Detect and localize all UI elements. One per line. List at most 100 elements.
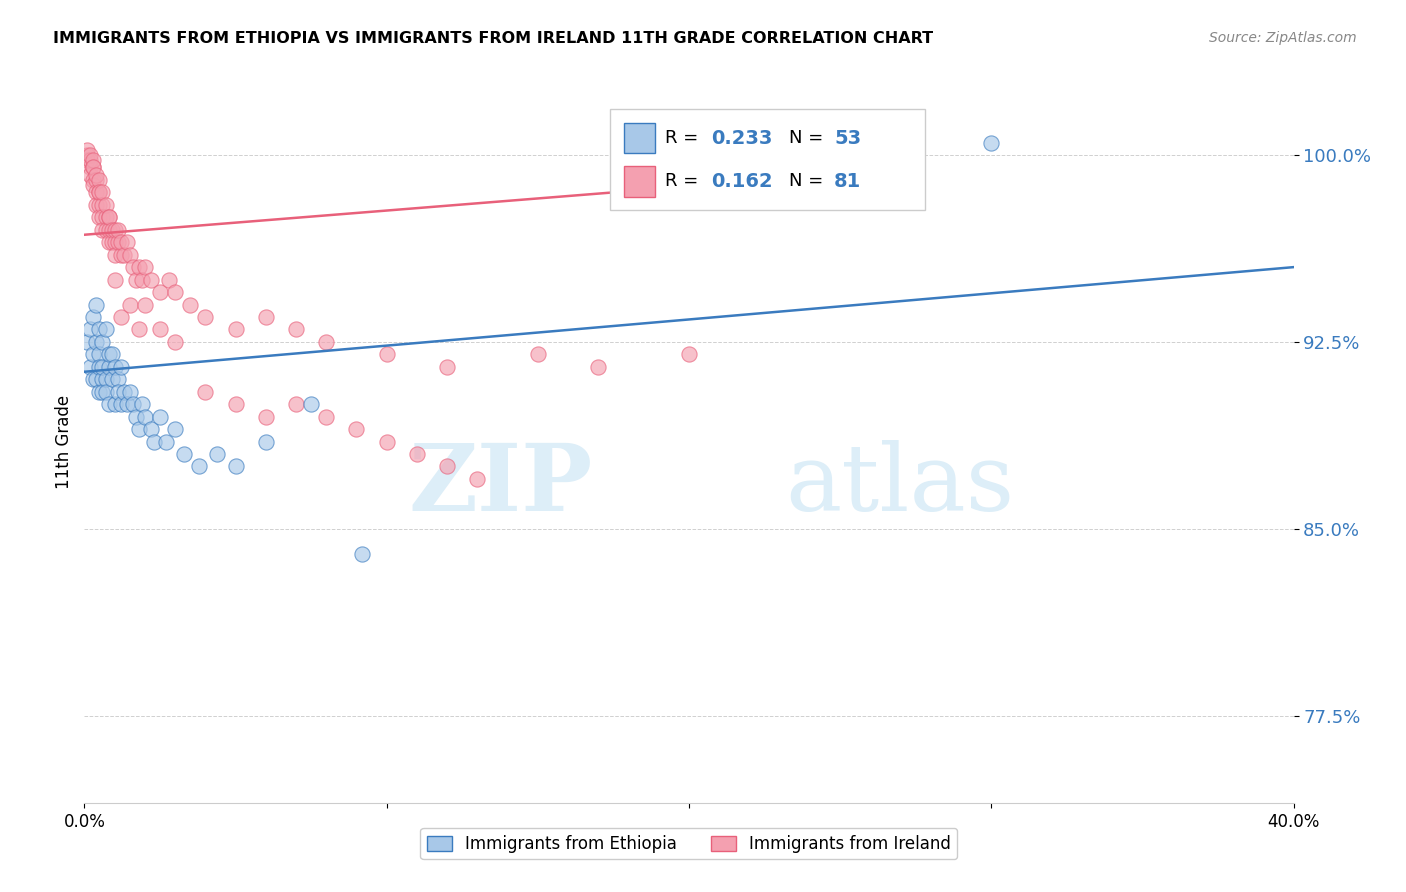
Point xyxy=(406,447,429,461)
Point xyxy=(352,547,374,561)
Point xyxy=(157,272,180,286)
Point xyxy=(89,186,111,200)
Point xyxy=(110,248,132,262)
Point xyxy=(225,459,247,474)
Point xyxy=(79,168,101,182)
Text: IMMIGRANTS FROM ETHIOPIA VS IMMIGRANTS FROM IRELAND 11TH GRADE CORRELATION CHART: IMMIGRANTS FROM ETHIOPIA VS IMMIGRANTS F… xyxy=(53,31,934,46)
FancyBboxPatch shape xyxy=(624,166,655,196)
Point xyxy=(315,334,337,349)
Point xyxy=(82,153,104,167)
Point xyxy=(207,447,229,461)
Point xyxy=(89,211,111,225)
Point xyxy=(86,173,108,187)
Y-axis label: 11th Grade: 11th Grade xyxy=(55,394,73,489)
Point xyxy=(107,223,129,237)
Point xyxy=(299,397,322,411)
Point xyxy=(121,397,143,411)
Point xyxy=(104,359,127,374)
Point xyxy=(194,310,217,324)
Text: N =: N = xyxy=(789,172,830,190)
Point xyxy=(890,136,912,150)
Point xyxy=(375,434,398,449)
Point xyxy=(97,223,120,237)
Text: ZIP: ZIP xyxy=(408,440,592,530)
Point xyxy=(194,384,217,399)
Point xyxy=(115,235,138,250)
Point xyxy=(86,186,108,200)
Text: R =: R = xyxy=(665,129,704,147)
Point xyxy=(179,297,201,311)
Point xyxy=(91,384,114,399)
Point xyxy=(97,235,120,250)
Point xyxy=(94,211,117,225)
Point xyxy=(79,359,101,374)
Point xyxy=(89,347,111,361)
Point xyxy=(527,347,550,361)
Point xyxy=(89,359,111,374)
Point xyxy=(104,397,127,411)
Point xyxy=(100,347,122,361)
Point xyxy=(165,422,187,436)
Point xyxy=(315,409,337,424)
Point xyxy=(97,397,120,411)
Point xyxy=(254,434,277,449)
Point xyxy=(100,372,122,386)
Point xyxy=(118,384,141,399)
Point xyxy=(100,235,122,250)
Point xyxy=(94,322,117,336)
Point xyxy=(134,297,156,311)
Point xyxy=(125,272,148,286)
Point xyxy=(89,384,111,399)
Point xyxy=(134,409,156,424)
Point xyxy=(79,153,101,167)
Point xyxy=(149,409,172,424)
Point xyxy=(125,409,148,424)
Point xyxy=(97,211,120,225)
Point xyxy=(79,322,101,336)
Point xyxy=(76,153,98,167)
Point xyxy=(254,409,277,424)
Point xyxy=(104,235,127,250)
Point xyxy=(173,447,195,461)
Point xyxy=(155,434,177,449)
Point xyxy=(128,260,150,274)
Text: atlas: atlas xyxy=(786,440,1015,530)
Point xyxy=(94,223,117,237)
Point xyxy=(82,173,104,187)
Point xyxy=(82,347,104,361)
Point xyxy=(89,322,111,336)
Text: Source: ZipAtlas.com: Source: ZipAtlas.com xyxy=(1209,31,1357,45)
Point xyxy=(107,372,129,386)
FancyBboxPatch shape xyxy=(610,109,925,211)
Point xyxy=(82,161,104,175)
Point xyxy=(149,285,172,299)
Point xyxy=(285,397,308,411)
Point xyxy=(107,384,129,399)
Point xyxy=(118,248,141,262)
Point xyxy=(142,434,165,449)
Point xyxy=(91,211,114,225)
Point xyxy=(91,223,114,237)
Text: R =: R = xyxy=(665,172,704,190)
Point xyxy=(97,359,120,374)
Point xyxy=(94,198,117,212)
Point xyxy=(254,310,277,324)
Point xyxy=(91,334,114,349)
Point xyxy=(89,173,111,187)
Point xyxy=(86,334,108,349)
Point xyxy=(91,186,114,200)
Point xyxy=(104,248,127,262)
Point xyxy=(149,322,172,336)
Point xyxy=(346,422,368,436)
Point xyxy=(436,359,458,374)
Point xyxy=(86,372,108,386)
Point xyxy=(91,198,114,212)
Point xyxy=(89,186,111,200)
Text: N =: N = xyxy=(789,129,830,147)
Point xyxy=(165,285,187,299)
Point xyxy=(76,148,98,162)
Point xyxy=(97,211,120,225)
Point xyxy=(110,397,132,411)
Point xyxy=(121,260,143,274)
Text: 0.233: 0.233 xyxy=(710,128,772,147)
